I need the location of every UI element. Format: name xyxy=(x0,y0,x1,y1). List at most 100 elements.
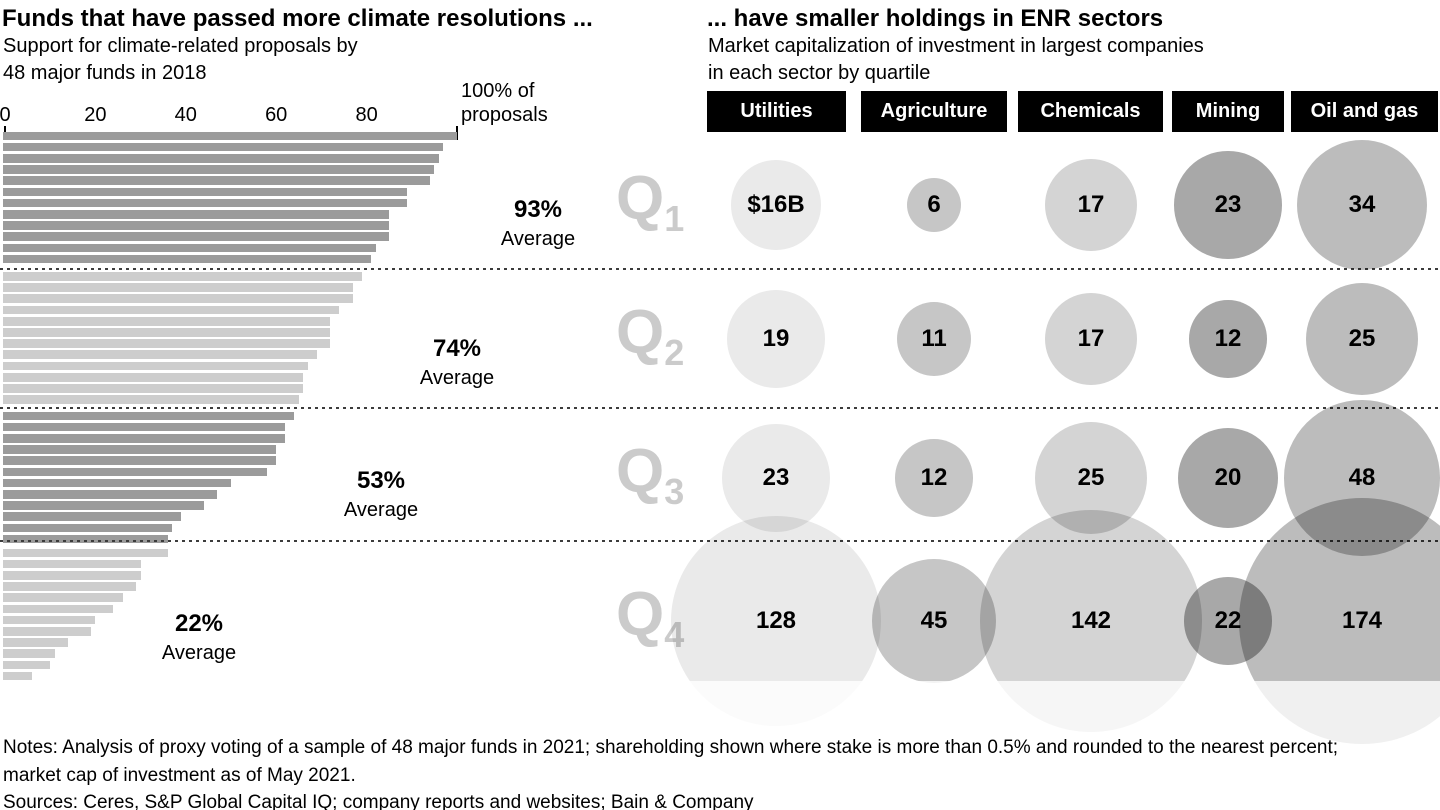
bar xyxy=(3,395,299,404)
bubble xyxy=(1177,427,1279,529)
bubble xyxy=(731,160,821,250)
bubble-value-label: 174 xyxy=(1341,607,1383,634)
average-caption: Average xyxy=(500,228,576,250)
bar xyxy=(3,316,331,326)
bar xyxy=(3,467,268,477)
bubble-value-label: 34 xyxy=(1348,191,1376,218)
axis-tick-label: 20 xyxy=(84,104,107,126)
bubble-value-label: 19 xyxy=(762,325,790,352)
quartile-letter: Q xyxy=(616,164,665,233)
axis-tick-label: 0 xyxy=(0,104,11,126)
sector-header: Agriculture xyxy=(861,91,1007,132)
quartile-letter: Q xyxy=(616,437,665,506)
bubble-value-label: 23 xyxy=(762,464,790,491)
bubble-value-label: 11 xyxy=(921,325,947,352)
footnotes: Notes: Analysis of proxy voting of a sam… xyxy=(3,734,1338,810)
bubble-value-label: 6 xyxy=(927,191,941,218)
bubble-value-label: 17 xyxy=(1077,191,1105,218)
right-panel-subtitle-line2: in each sector by quartile xyxy=(708,62,931,84)
bar xyxy=(3,187,408,197)
bar xyxy=(3,456,277,466)
right-panel-title: ... have smaller holdings in ENR sectors xyxy=(707,5,1164,32)
bar xyxy=(3,232,390,242)
bubble xyxy=(1174,151,1282,259)
bar xyxy=(3,411,295,421)
bar xyxy=(3,445,277,454)
bubble xyxy=(1306,283,1418,395)
bar xyxy=(3,384,304,393)
bar xyxy=(3,350,317,360)
bar xyxy=(3,501,204,510)
bottom-fade-overlay xyxy=(0,681,1440,810)
bar xyxy=(3,176,430,186)
bubble-value-label: 20 xyxy=(1214,464,1242,491)
sources-line: Sources: Ceres, S&P Global Capital IQ; c… xyxy=(3,792,754,810)
bar xyxy=(3,582,137,591)
bar xyxy=(3,221,390,230)
quartile-row-label: Q3 xyxy=(616,441,685,513)
bar xyxy=(3,142,444,152)
bar xyxy=(3,283,354,292)
average-caption: Average xyxy=(343,499,419,521)
axis-tick-label: 60 xyxy=(265,104,288,126)
bar xyxy=(3,294,354,304)
bar xyxy=(3,433,286,443)
bar xyxy=(3,478,231,488)
average-caption: Average xyxy=(161,642,237,664)
bar xyxy=(3,649,55,659)
bar xyxy=(3,243,376,253)
quartile-number: 1 xyxy=(664,198,685,239)
bar xyxy=(3,131,457,141)
quartile-letter: Q xyxy=(616,298,665,367)
bar xyxy=(3,523,173,533)
bubble-value-label: 142 xyxy=(1070,607,1112,634)
axis-end-label: 100% of proposals xyxy=(461,79,548,127)
bar xyxy=(3,548,168,558)
quartile-separator xyxy=(0,267,1440,270)
bar xyxy=(3,272,363,281)
axis-end-label-line1: 100% of xyxy=(461,80,535,102)
left-panel-subtitle-line1: Support for climate-related proposals by xyxy=(3,35,358,57)
quartile-number: 2 xyxy=(664,332,685,373)
bar xyxy=(3,559,141,569)
sector-header: Chemicals xyxy=(1018,91,1163,132)
average-value: 93% xyxy=(513,196,563,223)
bubble xyxy=(895,439,973,517)
bar xyxy=(3,489,218,499)
bar xyxy=(3,328,331,337)
bubble xyxy=(727,290,825,388)
bar xyxy=(3,198,408,208)
bar xyxy=(3,422,286,432)
bubble-value-label: 25 xyxy=(1348,325,1376,352)
quartile-row-label: Q1 xyxy=(616,168,685,240)
left-panel-subtitle-line2: 48 major funds in 2018 xyxy=(3,62,207,84)
average-value: 74% xyxy=(432,335,482,362)
notes-line-1: Notes: Analysis of proxy voting of a sam… xyxy=(3,737,1339,758)
bar xyxy=(3,512,182,522)
axis-end-label-line2: proposals xyxy=(461,104,548,126)
bubble-value-label: 48 xyxy=(1348,464,1376,491)
axis-tick-label: 40 xyxy=(174,104,197,126)
axis-100pct-tick xyxy=(456,126,458,140)
bar xyxy=(3,615,96,625)
bar xyxy=(3,593,123,603)
bubble-value-label: 22 xyxy=(1214,607,1242,634)
quartile-number: 3 xyxy=(664,471,685,512)
bar xyxy=(3,165,435,174)
bar xyxy=(3,372,304,382)
average-value: 22% xyxy=(174,610,224,637)
left-panel-title: Funds that have passed more climate reso… xyxy=(2,5,593,32)
bubble-value-label: 45 xyxy=(920,607,948,634)
bubble xyxy=(906,177,962,233)
quartile-letter: Q xyxy=(616,580,665,649)
bubble xyxy=(1044,292,1138,386)
bubble xyxy=(1044,158,1138,252)
bar xyxy=(3,671,33,681)
bar xyxy=(3,153,439,163)
